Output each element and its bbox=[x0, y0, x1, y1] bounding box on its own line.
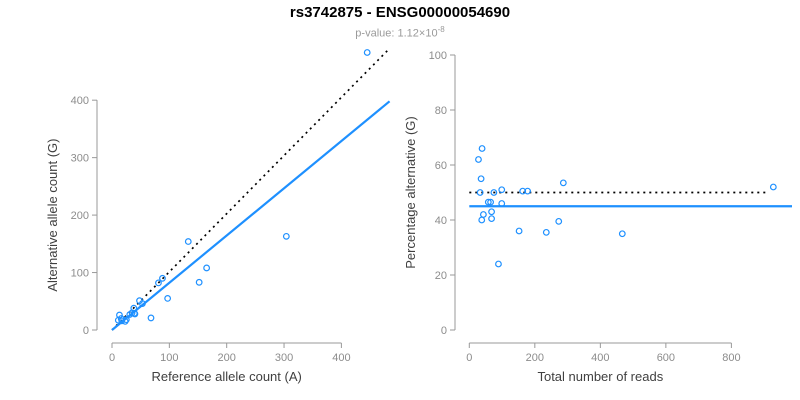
y-tick-label: 80 bbox=[435, 105, 447, 117]
data-point bbox=[164, 294, 172, 302]
x-tick-label: 400 bbox=[591, 352, 609, 364]
page-title: rs3742875 - ENSG00000054690 bbox=[289, 4, 511, 21]
y-axis-title: Alternative allele count (G) bbox=[45, 138, 60, 291]
data-point bbox=[524, 187, 532, 195]
y-tick-label: 400 bbox=[71, 95, 89, 107]
data-point bbox=[478, 145, 486, 152]
left-scatter-plot: 0 100 200 300 400 Reference allele count (A) 0… bbox=[45, 47, 391, 384]
x-tick-label: 0 bbox=[466, 352, 472, 364]
x-tick-label: 800 bbox=[722, 352, 740, 364]
fit-line bbox=[111, 100, 391, 331]
x-tick-label: 300 bbox=[275, 352, 293, 364]
x-axis-title: Reference allele count (A) bbox=[152, 369, 302, 384]
y-tick-label: 200 bbox=[71, 210, 89, 222]
data-point bbox=[487, 198, 494, 206]
data-point bbox=[131, 310, 139, 318]
y-tick-label: 300 bbox=[71, 153, 89, 165]
data-point bbox=[155, 279, 162, 287]
data-point bbox=[515, 227, 523, 235]
data-point bbox=[555, 217, 563, 225]
title-block: rs3742875 - ENSG00000054690 p-value: 1.1… bbox=[0, 4, 800, 41]
data-point bbox=[138, 300, 146, 307]
data-point bbox=[475, 156, 482, 163]
data-point bbox=[542, 228, 550, 236]
data-point bbox=[476, 189, 484, 196]
data-point bbox=[559, 179, 567, 187]
data-point bbox=[121, 317, 129, 325]
data-point bbox=[282, 232, 290, 240]
data-point bbox=[477, 175, 485, 183]
data-point bbox=[484, 198, 492, 206]
x-tick-label: 600 bbox=[657, 352, 675, 364]
y-tick-label: 60 bbox=[435, 160, 447, 172]
y-tick-label: 100 bbox=[71, 268, 89, 280]
data-point bbox=[147, 314, 155, 322]
data-point bbox=[495, 260, 502, 268]
data-point bbox=[490, 189, 498, 196]
data-point bbox=[769, 183, 777, 191]
y-tick-label: 40 bbox=[435, 215, 447, 227]
data-point bbox=[498, 186, 506, 194]
identity-line bbox=[111, 47, 391, 331]
data-point bbox=[184, 238, 192, 245]
x-tick-label: 0 bbox=[109, 352, 115, 364]
data-point bbox=[618, 230, 626, 238]
data-point bbox=[203, 264, 211, 272]
pvalue-subtitle: p-value: 1.12×10-8 bbox=[0, 23, 800, 41]
y-tick-label: 100 bbox=[429, 50, 447, 62]
data-point bbox=[479, 211, 487, 218]
data-point bbox=[195, 278, 203, 286]
y-axis-title: Percentage alternative (G) bbox=[403, 116, 418, 268]
y-tick-label: 0 bbox=[83, 325, 89, 337]
pvalue-exponent: -8 bbox=[437, 25, 445, 34]
x-axis-title: Total number of reads bbox=[537, 369, 663, 384]
data-point bbox=[118, 317, 126, 325]
y-tick-label: 0 bbox=[441, 325, 447, 337]
data-point bbox=[363, 49, 371, 56]
data-point bbox=[498, 200, 506, 207]
data-point bbox=[519, 187, 527, 195]
x-tick-label: 100 bbox=[160, 352, 178, 364]
x-tick-label: 400 bbox=[332, 352, 350, 364]
x-tick-label: 200 bbox=[526, 352, 544, 364]
data-point bbox=[488, 215, 495, 223]
data-point bbox=[488, 208, 495, 216]
data-point bbox=[159, 274, 166, 282]
right-scatter-plot: 0 200 400 600 800 Total number of reads 0 20 40 6… bbox=[403, 50, 792, 384]
pvalue-text: p-value: 1.12×10 bbox=[355, 27, 438, 40]
x-tick-label: 200 bbox=[218, 352, 236, 364]
data-point bbox=[478, 216, 486, 224]
y-tick-label: 20 bbox=[435, 270, 447, 282]
